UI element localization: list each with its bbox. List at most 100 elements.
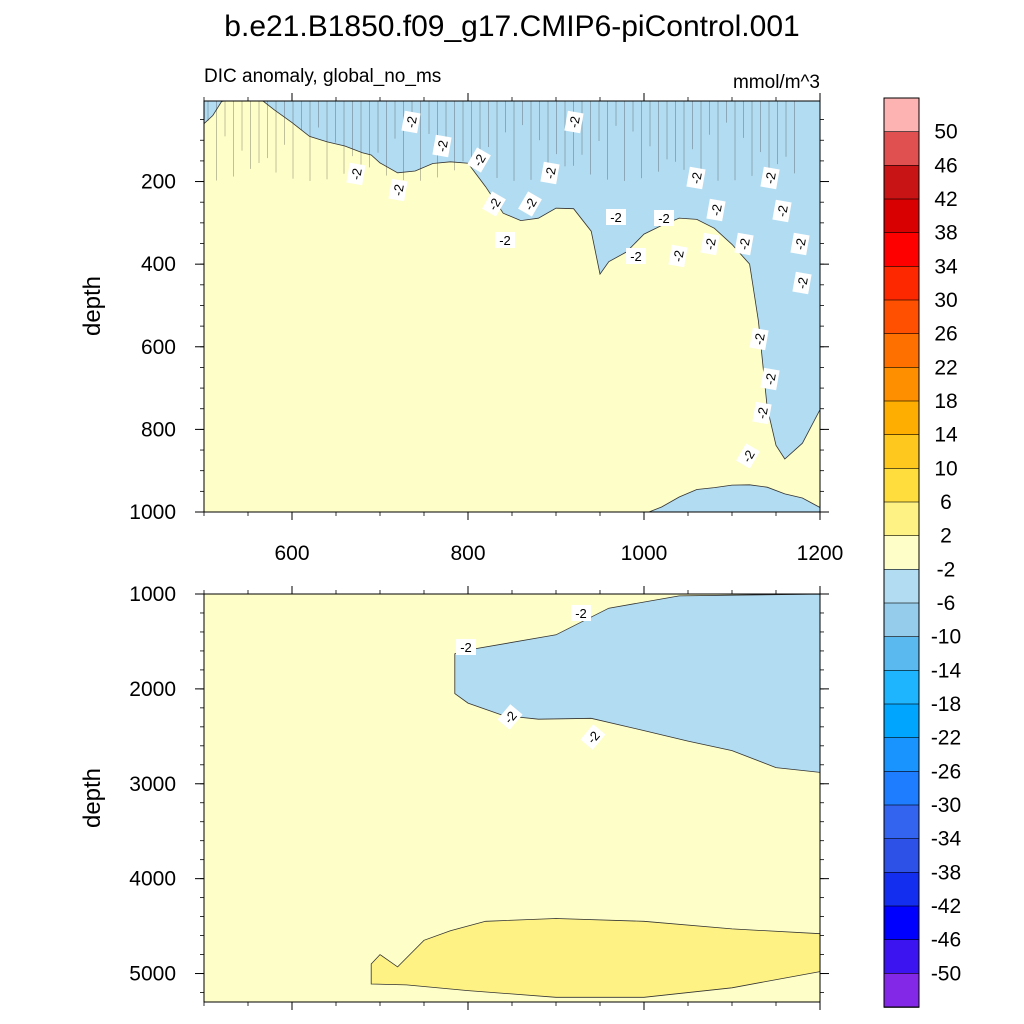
contour-label: -2 — [790, 232, 810, 256]
colorbar-label: 34 — [934, 255, 958, 278]
colorbar-swatch — [883, 973, 920, 1008]
contour-label-text: -2 — [575, 606, 587, 621]
colorbar-swatch — [883, 737, 920, 773]
contour-label-text: -2 — [708, 203, 725, 217]
contour-label: -2 — [700, 232, 720, 256]
colorbar-label: 26 — [934, 323, 957, 346]
contour-label-text: -2 — [702, 237, 719, 251]
plot-area: -2 -2 -2 -2 — [204, 594, 820, 1002]
y-tick-label: 2000 — [129, 678, 176, 701]
colorbar-label: -30 — [931, 794, 961, 817]
contour-label-text: -2 — [688, 171, 705, 185]
colorbar-swatch — [883, 872, 920, 907]
contour-label: -2 — [540, 161, 560, 185]
contour-label: -2 — [760, 166, 780, 190]
contour-label-text: -2 — [774, 204, 791, 218]
y-tick-label: 1000 — [129, 583, 176, 606]
colorbar-label: -6 — [937, 592, 956, 615]
contour-label-text: -2 — [754, 406, 771, 420]
colorbar-label: 22 — [934, 356, 957, 379]
contour-label: -2 — [495, 232, 515, 248]
contour-label: -2 — [456, 639, 476, 655]
x-tick-label: 600 — [274, 542, 309, 565]
contour-label-text: -2 — [736, 237, 753, 251]
colorbar-label: 14 — [934, 424, 958, 447]
x-tick-label: 1200 — [797, 542, 844, 565]
y-tick-label: 200 — [141, 171, 176, 194]
y-tick-label: 800 — [141, 418, 176, 441]
contour-label-text: -2 — [434, 139, 451, 153]
top-ylabel: depth — [79, 276, 106, 336]
colorbar-label: -10 — [931, 626, 961, 649]
colorbar-label: -18 — [931, 693, 961, 716]
contour-label-text: -2 — [610, 210, 622, 225]
colorbar-swatch — [883, 434, 920, 470]
colorbar-label: 18 — [934, 390, 957, 413]
colorbar-label: 38 — [934, 222, 957, 245]
bottom-panel: -2 -2 -2 -2 1000 2000 3000 4000 5000 — [129, 583, 829, 1010]
contour-label-text: -2 — [566, 115, 583, 129]
contour-label: -2 — [571, 605, 591, 621]
colorbar-swatch — [883, 165, 920, 200]
colorbar-swatch — [883, 299, 920, 335]
y-tick-label: 1000 — [129, 501, 176, 524]
colorbar-swatch — [883, 804, 920, 840]
colorbar-label: 6 — [940, 491, 952, 514]
contour-label-text: -2 — [762, 171, 779, 185]
contour-label: -2 — [346, 162, 366, 186]
colorbar-swatch — [883, 198, 920, 234]
colorbar-swatch — [883, 838, 920, 874]
colorbar-label: 2 — [940, 525, 952, 548]
contour-label: -2 — [401, 110, 421, 134]
contour-label: -2 — [482, 191, 506, 217]
colorbar-label: -26 — [931, 760, 961, 783]
contour-label-text: -2 — [762, 372, 779, 386]
y-tick-label: 5000 — [129, 963, 176, 986]
colorbar-swatch — [883, 266, 920, 301]
colorbar-swatch — [883, 333, 920, 369]
contour-label-text: -2 — [658, 211, 670, 226]
x-tick-label: 1000 — [621, 542, 668, 565]
y-tick-label: 600 — [141, 336, 176, 359]
contour-label-text: -2 — [348, 167, 365, 181]
y-tick-label: 3000 — [129, 773, 176, 796]
colorbar-swatch — [883, 232, 920, 268]
colorbar: 50 46 42 38 34 30 26 22 18 14 10 6 2 -2 -6 -10 -14 -18 -22… — [883, 97, 962, 1008]
bottom-ylabel: depth — [79, 768, 106, 828]
contour-label: -2 — [668, 244, 688, 268]
colorbar-swatch — [883, 131, 920, 167]
contour-label: -2 — [686, 166, 706, 190]
plot-area: -2 -2 -2 -2 -2 -2 -2 -2 -2 -2 -2 -2 -2 -2 -2 -2 -2 -2 -2 -2… — [204, 101, 820, 512]
colorbar-frame — [883, 97, 920, 1008]
colorbar-swatch — [883, 535, 920, 571]
contour-label-text: -2 — [751, 332, 768, 346]
colorbar-label: 50 — [934, 121, 957, 144]
colorbar-label: -42 — [931, 895, 961, 918]
contour-label: -2 — [564, 110, 584, 134]
contour-label: -2 — [734, 232, 754, 256]
contour-label-text: -2 — [390, 183, 407, 197]
y-tick-label: 400 — [141, 253, 176, 276]
colorbar-swatch — [883, 602, 920, 638]
contour-label-text: -2 — [670, 249, 687, 263]
contour-label-text: -2 — [403, 115, 420, 129]
contour-label-text: -2 — [792, 237, 809, 251]
contour-label: -2 — [432, 134, 452, 158]
left-subtitle: DIC anomaly, global_no_ms — [204, 66, 441, 87]
contour-label: -2 — [792, 271, 812, 295]
top-panel: -2 -2 -2 -2 -2 -2 -2 -2 -2 -2 -2 -2 -2 -2 -2 -2 -2 -2 -2 -2… — [129, 93, 843, 565]
colorbar-swatch — [883, 670, 920, 705]
colorbar-swatch — [883, 97, 920, 133]
contour-region — [454, 594, 820, 773]
contour-label-text: -2 — [542, 166, 559, 180]
colorbar-label: -50 — [931, 962, 961, 985]
colorbar-label: 10 — [934, 457, 957, 480]
contour-label: -2 — [706, 198, 726, 222]
colorbar-swatch — [883, 501, 920, 537]
contour-label: -2 — [606, 209, 626, 225]
colorbar-label: 42 — [934, 188, 957, 211]
colorbar-label: -34 — [931, 828, 962, 851]
contour-label-text: -2 — [794, 276, 811, 290]
contour-label: -2 — [388, 178, 408, 202]
